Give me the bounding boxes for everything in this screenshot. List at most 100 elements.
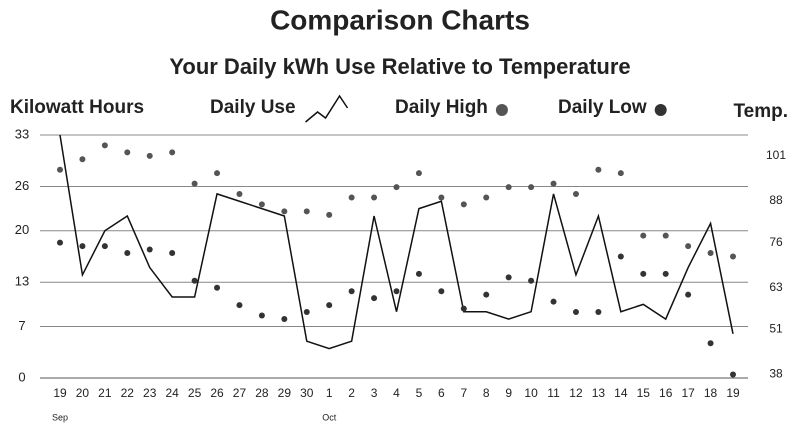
x-tick-label: 24 (165, 386, 179, 400)
x-tick-label: 9 (505, 386, 512, 400)
x-tick-label: 27 (233, 386, 247, 400)
temp-dot (214, 284, 221, 291)
temp-dot (730, 371, 736, 378)
temp-dot (685, 243, 692, 250)
temp-dot (483, 291, 490, 298)
temp-dot (57, 166, 63, 173)
x-tick-label: 19 (726, 386, 740, 400)
y2-tick-label: 51 (769, 322, 783, 336)
x-tick-label: 19 (53, 386, 67, 400)
y2-tick-label: 76 (769, 235, 783, 249)
temp-dot (662, 270, 669, 277)
x-tick-label: 20 (76, 386, 90, 400)
y-tick-label: 20 (15, 222, 29, 237)
chart-subtitle: Your Daily kWh Use Relative to Temperatu… (169, 54, 630, 79)
y-tick-label: 7 (18, 318, 25, 333)
x-tick-label: 30 (300, 386, 314, 400)
temp-dot (707, 250, 714, 257)
temp-dot (685, 291, 692, 298)
x-tick-label: 1 (326, 386, 333, 400)
legend-swatch (654, 104, 667, 116)
temp-dot (371, 194, 378, 201)
x-tick-label: 6 (438, 386, 445, 400)
temp-dot (236, 191, 243, 198)
temp-dot (214, 170, 221, 177)
x-tick-label: 5 (416, 386, 423, 400)
temp-dot (617, 253, 624, 260)
temp-dot (124, 250, 131, 257)
y2-axis-label: Temp. (733, 101, 788, 122)
temp-dot (640, 270, 647, 277)
x-tick-label: 2 (348, 386, 355, 400)
temp-dot (572, 309, 579, 316)
temp-dot (79, 243, 86, 250)
x-tick-label: 8 (483, 386, 490, 400)
temp-dot (146, 246, 153, 253)
x-tick-label: 13 (592, 386, 606, 400)
temp-dot (707, 340, 714, 347)
temp-dot (101, 243, 108, 250)
temp-dot (640, 232, 647, 239)
y-tick-label: 33 (15, 126, 29, 141)
x-tick-label: 26 (210, 386, 224, 400)
temp-dot (438, 288, 445, 295)
temp-dot (730, 253, 736, 260)
legend-label: Daily Use (210, 97, 296, 118)
y2-tick-label: 38 (769, 367, 783, 381)
legend-swatch (495, 104, 508, 116)
temp-dot (393, 184, 400, 191)
temp-dot (281, 315, 288, 322)
temp-dot (124, 149, 131, 156)
temp-dot (281, 208, 288, 215)
y-tick-label: 13 (15, 274, 29, 289)
x-tick-label: 12 (569, 386, 583, 400)
y2-tick-label: 63 (769, 280, 783, 294)
legend-label: Daily High (395, 97, 488, 118)
x-tick-label: 7 (460, 386, 467, 400)
temp-dot (550, 180, 557, 187)
temp-dot (169, 149, 176, 156)
temp-dot (460, 305, 467, 312)
x-tick-label: 16 (659, 386, 673, 400)
temp-dot (79, 156, 86, 163)
temp-dot (595, 166, 602, 173)
temp-dot (303, 309, 310, 316)
temp-dot (258, 201, 265, 208)
y2-tick-label: 101 (766, 148, 786, 162)
temp-dot (236, 302, 243, 309)
y-tick-label: 0 (18, 369, 25, 384)
y2-tick-label: 88 (769, 193, 783, 207)
month-label: Oct (322, 412, 337, 422)
temp-dot (101, 142, 108, 149)
month-label: Sep (52, 412, 68, 422)
legend-swatch (305, 94, 349, 123)
y-tick-label: 26 (15, 178, 29, 193)
temp-dot (191, 180, 198, 187)
x-tick-label: 14 (614, 386, 628, 400)
temp-dot (415, 270, 422, 277)
temp-dot (415, 170, 422, 177)
x-tick-label: 3 (371, 386, 378, 400)
temp-dot (595, 309, 602, 316)
temp-dot (528, 184, 535, 191)
temp-dot (57, 239, 63, 246)
x-tick-label: 22 (121, 386, 135, 400)
temp-dot (528, 277, 535, 284)
x-tick-label: 29 (278, 386, 292, 400)
x-tick-label: 18 (704, 386, 718, 400)
temp-dot (550, 298, 557, 305)
temp-dot (348, 194, 355, 201)
temp-dot (505, 274, 512, 281)
temp-dot (393, 288, 400, 295)
x-tick-label: 25 (188, 386, 202, 400)
temp-dot (326, 302, 333, 309)
x-tick-label: 17 (681, 386, 695, 400)
chart-title: Comparison Charts (270, 4, 530, 35)
x-tick-label: 4 (393, 386, 400, 400)
temp-dot (572, 191, 579, 198)
temp-dot (483, 194, 490, 201)
temp-dot (505, 184, 512, 191)
temp-dot (146, 152, 153, 159)
temp-dot (438, 194, 445, 201)
